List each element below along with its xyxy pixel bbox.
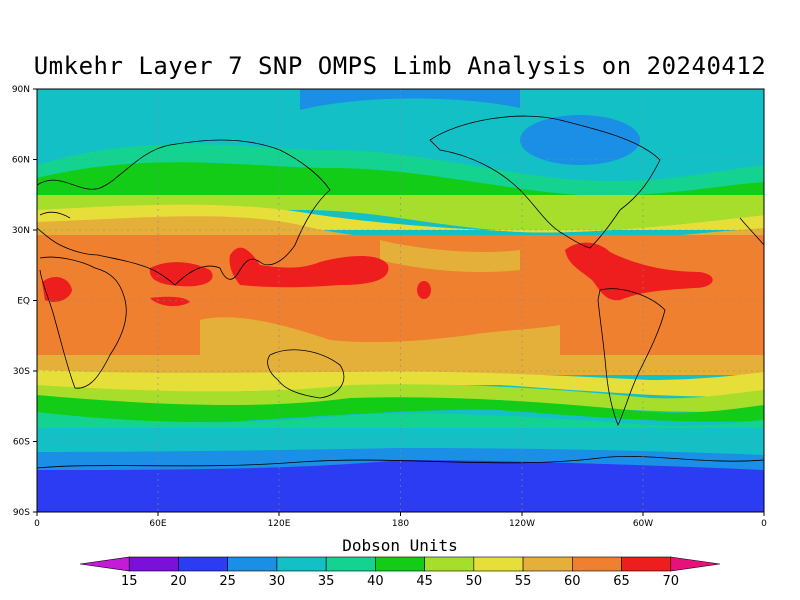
- lon-label: 60E: [149, 519, 166, 529]
- africa-coast: [39, 256, 127, 389]
- colorbar-segment: [473, 556, 524, 572]
- lon-label: 0: [34, 519, 40, 529]
- colorbar-segment: [572, 556, 622, 572]
- lat-label: 60S: [13, 438, 30, 448]
- colorbar-tick-label: 35: [318, 574, 335, 589]
- high-core-pacific: [229, 247, 389, 288]
- colorbar-tick-label: 40: [367, 574, 384, 589]
- lat-labels: 90N 60N 30N EQ 30S 60S 90S: [12, 85, 30, 518]
- colorbar-segment: [128, 556, 179, 572]
- colorbar-segment: [621, 556, 672, 572]
- eurasia-coast: [37, 139, 331, 286]
- antarctica-coast: [37, 456, 764, 469]
- south-america-coast: [597, 288, 666, 427]
- ticks: [33, 88, 765, 516]
- high-core-indian: [149, 262, 213, 287]
- lon-label: 180: [392, 519, 409, 529]
- colorbar-segment: [522, 556, 573, 572]
- colorbar-segment: [178, 556, 228, 572]
- lon-label: 120E: [268, 519, 291, 529]
- colorbar-segment: [227, 556, 278, 572]
- lon-label: 120W: [509, 519, 535, 529]
- map-title: Umkehr Layer 7 SNP OMPS Limb Analysis on…: [33, 52, 767, 80]
- colorbar-segment: [325, 556, 376, 572]
- lon-labels: 0 60E 120E 180 120W 60W 0: [34, 519, 767, 529]
- lon-label: 0: [761, 519, 767, 529]
- lon-label: 60W: [633, 519, 653, 529]
- high-core-atlantic: [565, 242, 713, 301]
- north-low-region: [300, 89, 520, 110]
- colorbar-segment: [375, 556, 425, 572]
- colorbar-tick-label: 70: [662, 574, 679, 589]
- coastlines: [37, 115, 764, 469]
- south-45-band: [37, 395, 764, 428]
- colorbar-title: Dobson Units: [342, 536, 458, 555]
- colorbar-tick-label: 55: [515, 574, 532, 589]
- colorbar-tick-label: 20: [170, 574, 187, 589]
- colorbar-segment: [276, 556, 327, 572]
- colorbar-segment: [424, 556, 475, 572]
- colorbar-tick-label: 45: [416, 574, 433, 589]
- ozone-field: [37, 89, 764, 512]
- north-america-coast: [429, 115, 661, 249]
- colorbar-tick-label: 25: [219, 574, 236, 589]
- australia-coast: [267, 349, 345, 399]
- gridlines: [37, 89, 764, 512]
- colorbar-low-triangle: [79, 556, 130, 572]
- lat-label: 30S: [13, 367, 30, 377]
- colorbar-tick-label: 60: [564, 574, 581, 589]
- lat-label: EQ: [17, 297, 30, 307]
- colorbar: 15 20 25 30 35 40 45 50 55 60 65 70: [79, 556, 721, 589]
- lat-label: 60N: [12, 156, 30, 166]
- colorbar-tick-label: 15: [121, 574, 138, 589]
- lat-label: 90N: [12, 85, 30, 95]
- colorbar-tick-label: 65: [613, 574, 630, 589]
- lat-label: 30N: [12, 226, 30, 236]
- colorbar-tick-label: 30: [269, 574, 286, 589]
- colorbar-high-triangle: [670, 556, 721, 572]
- lat-label: 90S: [13, 508, 30, 518]
- colorbar-tick-label: 50: [466, 574, 483, 589]
